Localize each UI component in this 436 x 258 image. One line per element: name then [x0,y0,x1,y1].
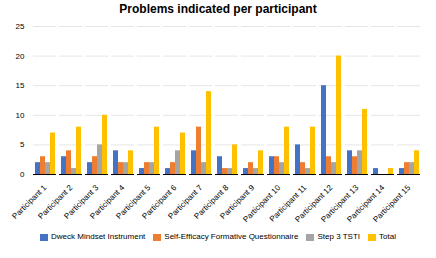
svg-text:0: 0 [20,170,25,179]
svg-text:Participant 1: Participant 1 [10,183,49,221]
svg-text:Participant 6: Participant 6 [140,183,179,221]
svg-text:10: 10 [16,111,25,120]
svg-text:Participant 9: Participant 9 [218,183,257,221]
html-text:Dweck Mindset Instrument: Dweck Mindset Instrument [51,232,146,241]
svg-text:15: 15 [16,81,25,90]
svg-text:5: 5 [20,140,25,149]
html-text:Problems indicated per partici: Problems indicated per participant [119,2,317,16]
svg-text:Participant 13: Participant 13 [319,183,361,225]
svg-text:Participant 14: Participant 14 [345,183,387,225]
svg-text:Participant 4: Participant 4 [88,183,127,221]
svg-text:Participant 7: Participant 7 [166,183,205,221]
svg-text:Participant 11: Participant 11 [267,183,309,224]
svg-text:Participant 12: Participant 12 [293,183,335,225]
svg-text:Participant 15: Participant 15 [371,183,412,224]
svg-text:Participant 8: Participant 8 [192,183,231,221]
svg-text:Participant 2: Participant 2 [36,183,75,221]
svg-text:Participant 10: Participant 10 [241,183,283,225]
svg-text:20: 20 [16,52,25,61]
svg-text:Participant 3: Participant 3 [62,183,101,221]
html-text:Step 3 TSTI: Step 3 TSTI [317,232,360,241]
svg-text:25: 25 [16,22,25,31]
html-text:Self-Efficacy Formative Questi: Self-Efficacy Formative Questionnaire [164,232,299,241]
svg-text:Participant 5: Participant 5 [114,183,153,221]
html-text:Total: Total [379,232,396,241]
